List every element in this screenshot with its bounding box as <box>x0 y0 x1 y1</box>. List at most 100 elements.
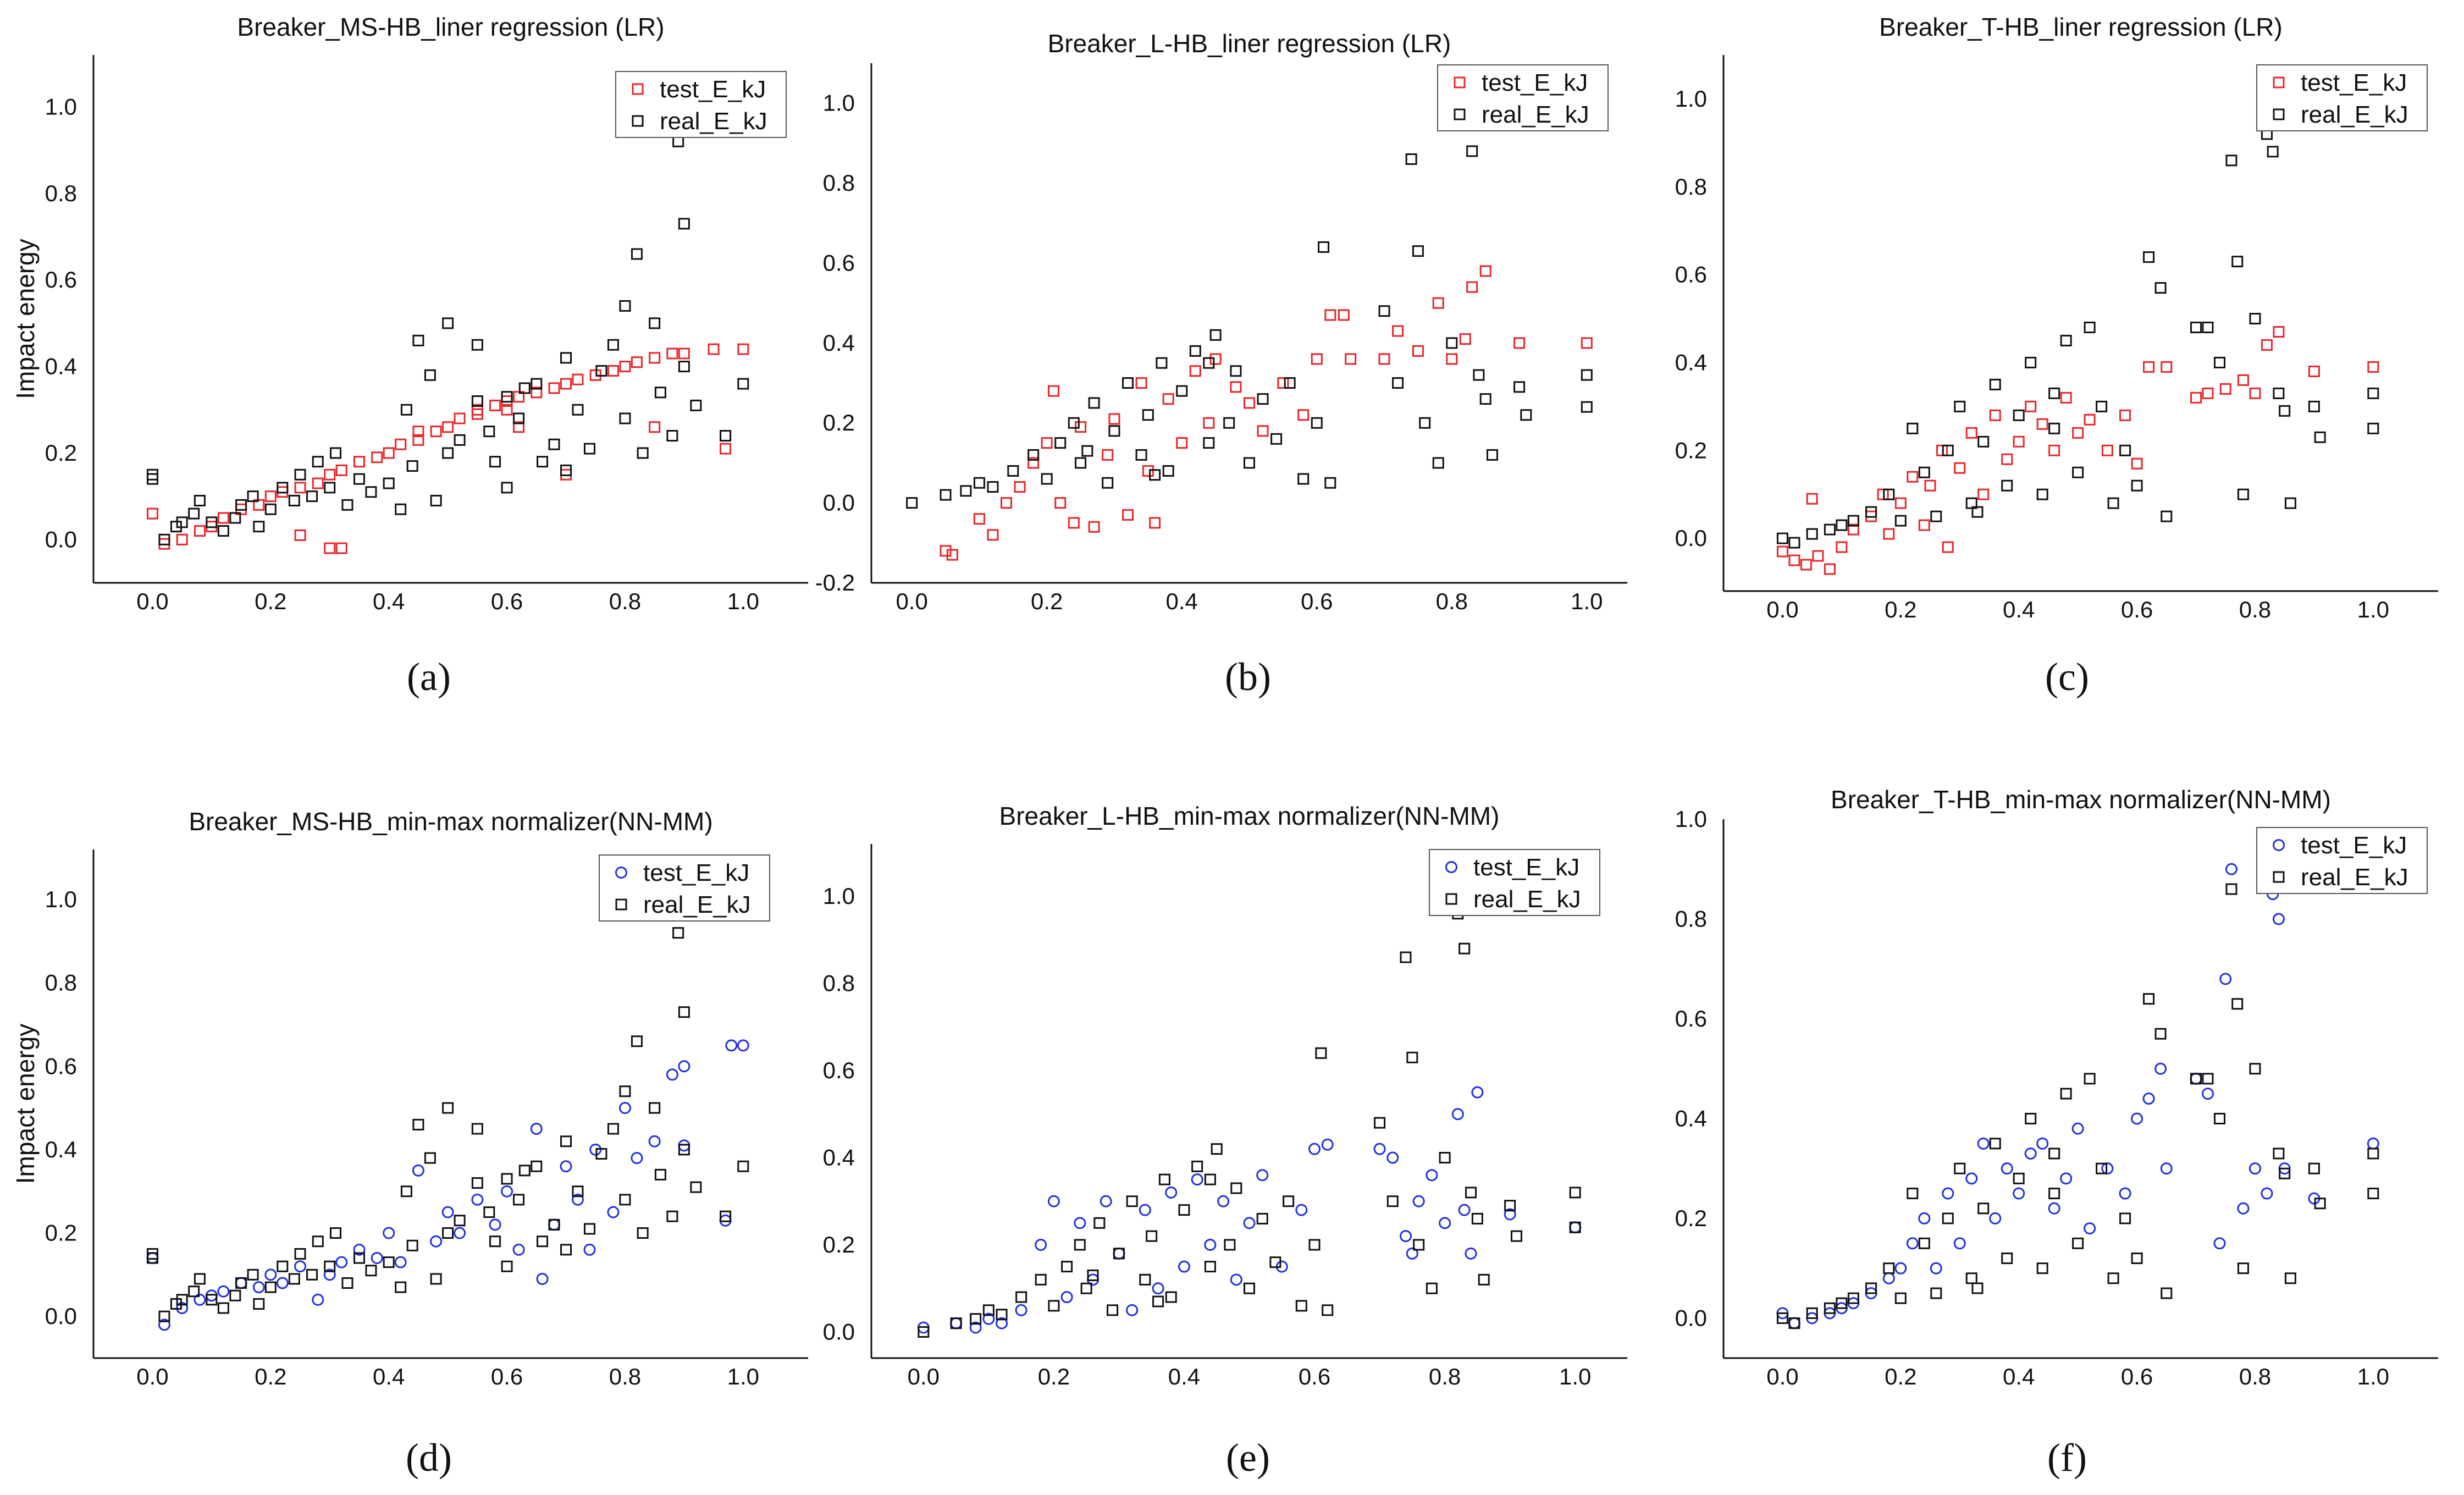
data-point <box>530 1122 543 1135</box>
data-point <box>973 477 985 489</box>
data-point <box>1989 1212 2002 1224</box>
data-point <box>536 1272 549 1285</box>
data-point <box>1204 1261 1216 1273</box>
data-point <box>1930 510 1942 522</box>
data-point <box>737 1160 749 1172</box>
legend-label: test_E_kJ <box>2301 832 2407 859</box>
y-tick-label: 0.4 <box>1675 1105 1707 1131</box>
data-point <box>235 1277 247 1289</box>
data-point <box>666 347 678 360</box>
data-point <box>2190 1073 2202 1085</box>
data-point <box>678 347 690 360</box>
data-point <box>1165 1291 1177 1303</box>
data-point <box>412 1118 424 1130</box>
data-point <box>2001 1253 2013 1265</box>
data-point <box>1406 1051 1418 1063</box>
series-test <box>917 1086 1582 1334</box>
data-point <box>395 1281 407 1293</box>
data-point <box>737 378 749 390</box>
data-point <box>1942 1212 1954 1224</box>
data-point <box>430 494 442 506</box>
data-point <box>2219 973 2232 985</box>
data-point <box>1918 519 1930 531</box>
data-point <box>2161 510 2173 522</box>
legend-marker <box>632 83 644 95</box>
y-tick-label: 0.6 <box>1675 1006 1707 1031</box>
data-point <box>1392 377 1404 389</box>
data-point <box>324 1260 336 1272</box>
data-point <box>1504 1200 1516 1212</box>
data-point <box>2131 479 2143 492</box>
data-point <box>229 1289 241 1301</box>
data-point <box>489 456 501 468</box>
data-point <box>353 1252 365 1264</box>
y-tick-label: 0.4 <box>823 330 855 356</box>
x-tick-label: 0.2 <box>1885 597 1916 622</box>
legend-box <box>599 854 770 922</box>
legend-marker <box>632 115 644 127</box>
legend-label: real_E_kJ <box>2301 101 2408 128</box>
data-point <box>2225 863 2238 875</box>
data-point <box>1054 497 1067 509</box>
data-point <box>619 1085 631 1097</box>
x-tick-label: 0.4 <box>2003 597 2035 622</box>
data-point <box>648 1135 661 1148</box>
data-point <box>2025 356 2037 368</box>
panel-letter: (d) <box>406 1436 452 1480</box>
data-point <box>2084 1073 2096 1085</box>
data-point <box>678 1060 690 1073</box>
series-real <box>146 927 749 1322</box>
data-point <box>2202 1073 2214 1085</box>
data-point <box>537 456 549 468</box>
data-point <box>442 1102 454 1114</box>
data-point <box>1297 409 1310 421</box>
x-tick-label: 0.2 <box>255 588 286 614</box>
data-point <box>2160 1162 2173 1175</box>
data-point <box>678 1144 690 1156</box>
data-point <box>1426 1169 1438 1182</box>
data-point <box>737 1039 749 1052</box>
data-point <box>2036 488 2048 500</box>
x-tick-label: 0.6 <box>1299 1364 1330 1389</box>
data-point <box>548 1218 560 1231</box>
data-point <box>424 369 436 381</box>
data-point <box>442 421 454 433</box>
data-point <box>618 1102 631 1115</box>
data-point <box>572 1185 584 1198</box>
data-point <box>365 486 377 498</box>
data-point <box>1088 521 1100 533</box>
data-point <box>1836 1297 1848 1309</box>
chart-title: Breaker_L-HB_min-max normalizer(NN-MM) <box>999 802 1500 830</box>
data-point <box>1971 1282 1984 1294</box>
y-tick-label: 1.0 <box>45 886 77 912</box>
data-point <box>277 482 289 494</box>
data-point <box>194 1293 206 1306</box>
x-tick-label: 0.6 <box>2121 597 2153 622</box>
data-point <box>2096 1162 2108 1174</box>
data-point <box>2367 1137 2379 1150</box>
data-point <box>276 1277 289 1289</box>
data-point <box>442 1227 454 1239</box>
data-point <box>1047 385 1059 397</box>
y-tick-label: 1.0 <box>1675 86 1707 112</box>
data-point <box>489 399 501 411</box>
data-point <box>1027 449 1040 461</box>
data-point <box>2190 321 2202 333</box>
data-point <box>2060 391 2072 404</box>
legend-label: test_E_kJ <box>1473 854 1579 881</box>
data-point <box>1142 409 1154 421</box>
x-tick-label: 0.8 <box>2239 597 2271 622</box>
data-point <box>654 387 666 399</box>
data-point <box>1108 413 1120 425</box>
data-point <box>1093 1217 1106 1229</box>
data-point <box>424 1152 436 1164</box>
data-point <box>1373 1143 1386 1155</box>
data-point <box>1135 377 1147 389</box>
data-point <box>969 1321 982 1334</box>
data-point <box>950 1317 963 1329</box>
data-point <box>1256 1212 1268 1224</box>
data-point <box>353 473 365 485</box>
data-point <box>1178 1204 1190 1216</box>
data-point <box>312 477 324 489</box>
data-point <box>442 447 454 459</box>
